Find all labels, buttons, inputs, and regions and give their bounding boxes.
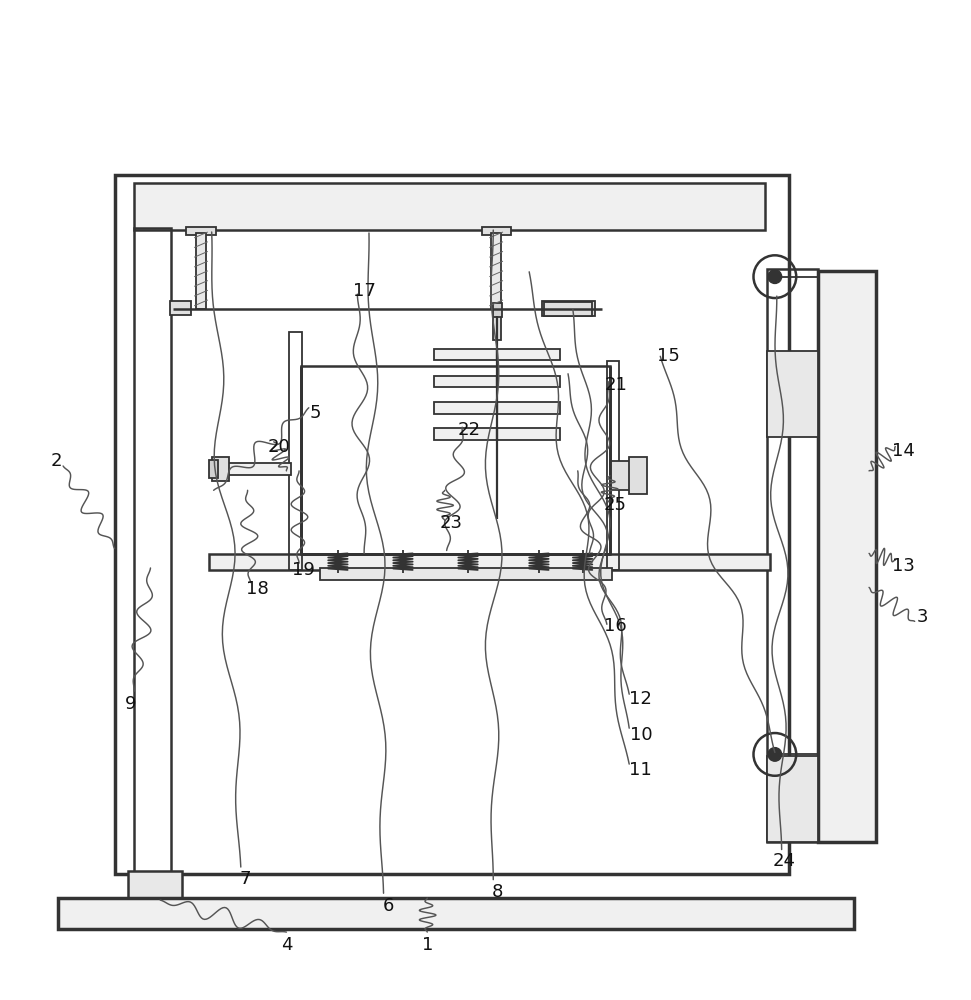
Bar — [629, 457, 647, 494]
Text: 25: 25 — [604, 496, 627, 514]
Text: 8: 8 — [491, 883, 503, 901]
Bar — [289, 332, 302, 570]
Text: 5: 5 — [310, 404, 321, 422]
Text: 4: 4 — [281, 936, 292, 954]
Text: 1: 1 — [421, 936, 433, 954]
Bar — [491, 233, 501, 309]
Bar — [115, 175, 789, 874]
Bar — [209, 460, 218, 478]
Bar — [186, 227, 216, 235]
Text: 11: 11 — [629, 761, 653, 779]
Bar — [482, 227, 511, 235]
Text: 19: 19 — [292, 561, 316, 579]
Bar — [497, 349, 560, 360]
Bar — [434, 376, 497, 387]
Text: 18: 18 — [246, 580, 269, 598]
Bar — [58, 898, 854, 929]
Bar — [767, 756, 818, 842]
Bar — [128, 871, 182, 900]
Text: 10: 10 — [629, 726, 653, 744]
Bar — [497, 428, 560, 440]
Circle shape — [768, 270, 782, 283]
Text: 13: 13 — [891, 557, 915, 575]
Bar — [610, 461, 631, 490]
Text: 15: 15 — [656, 347, 680, 365]
Bar — [196, 233, 206, 309]
Bar — [209, 554, 770, 570]
Bar — [134, 228, 171, 874]
Bar — [216, 463, 291, 475]
Bar — [497, 402, 560, 414]
Text: 2: 2 — [50, 452, 62, 470]
Text: 7: 7 — [240, 870, 251, 888]
Bar — [320, 568, 612, 580]
Bar — [493, 303, 502, 317]
Text: 12: 12 — [629, 690, 653, 708]
Text: 20: 20 — [267, 438, 290, 456]
Bar — [212, 457, 229, 481]
Bar — [301, 366, 610, 554]
Bar — [497, 376, 560, 387]
Text: 9: 9 — [125, 695, 137, 713]
Bar — [767, 351, 818, 437]
Bar — [434, 428, 497, 440]
Text: 6: 6 — [383, 897, 394, 915]
Bar — [493, 306, 501, 340]
Bar — [434, 402, 497, 414]
Text: 24: 24 — [773, 852, 796, 870]
Bar — [767, 269, 818, 842]
Text: 17: 17 — [352, 282, 376, 300]
Text: 14: 14 — [891, 442, 915, 460]
Text: 21: 21 — [604, 376, 627, 394]
Text: 3: 3 — [917, 608, 928, 626]
Bar — [434, 349, 497, 360]
Circle shape — [768, 748, 782, 761]
Text: 16: 16 — [604, 617, 627, 635]
Bar — [134, 183, 765, 230]
Bar — [170, 301, 191, 315]
Text: 23: 23 — [440, 514, 463, 532]
Bar — [607, 361, 619, 570]
Text: 22: 22 — [457, 421, 481, 439]
Bar — [818, 271, 876, 842]
Bar — [544, 302, 592, 316]
Bar — [542, 301, 595, 316]
